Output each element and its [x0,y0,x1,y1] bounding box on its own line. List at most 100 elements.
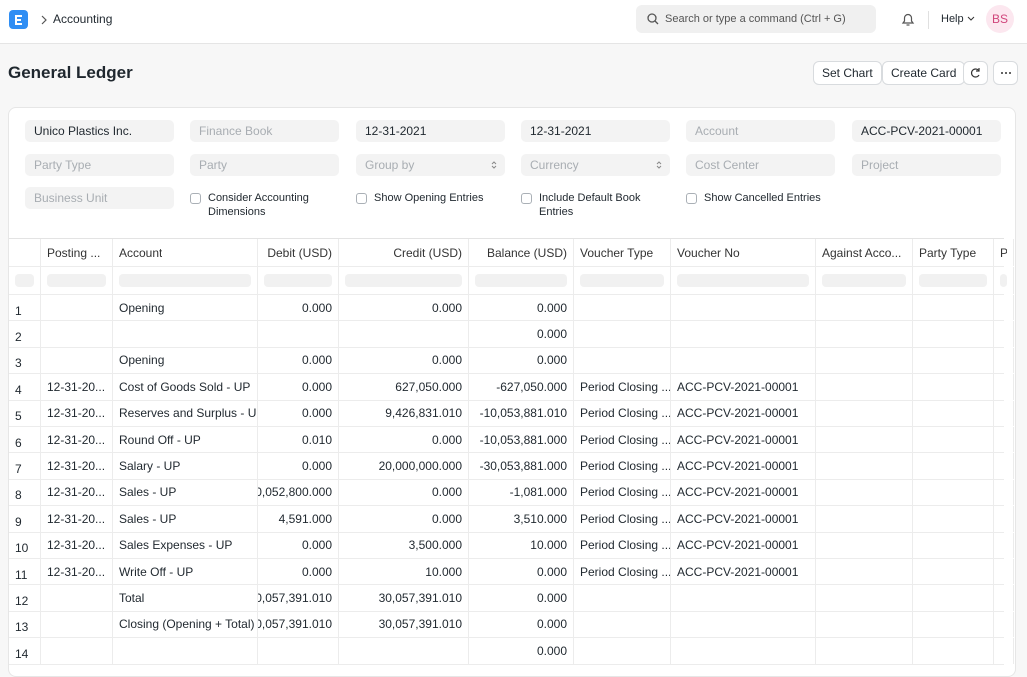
column-header: Party Type [913,239,994,266]
filter-row [9,267,1014,295]
table-cell [913,479,994,506]
table-cell: 0.000 [258,295,339,321]
table-cell: -1,081.000 [469,479,574,506]
filter-input[interactable] [580,274,664,287]
table-cell: 12-31-20... [41,453,113,479]
filter-field[interactable]: ACC-PCV-2021-00001 [852,120,1001,142]
row-index: 6 [9,427,41,453]
table-cell: 0.000 [339,479,469,506]
search-bar[interactable]: Search or type a command (Ctrl + G) [636,5,876,33]
app-logo[interactable] [9,10,28,29]
column-header: Debit (USD) [258,239,339,266]
table-cell [41,585,113,611]
table-cell [994,295,1014,321]
table-row: 2 0.000 [9,321,1014,348]
set-chart-button[interactable]: Set Chart [813,61,882,85]
filter-input[interactable] [822,274,906,287]
table-cell [671,638,816,664]
row-index: 9 [9,506,41,532]
row-index: 7 [9,453,41,479]
table-cell [994,427,1014,453]
table-cell [339,321,469,347]
table-cell: Round Off - UP [113,427,258,453]
notification-bell[interactable] [901,12,915,27]
table-cell: 0.000 [469,347,574,374]
table-cell: -627,050.000 [469,374,574,400]
table-cell [258,638,339,664]
filter-input[interactable] [119,274,251,287]
column-title: Balance (USD) [486,245,567,260]
filter-input[interactable] [264,274,332,287]
table-cell [816,559,913,585]
table-cell: 0.010 [258,427,339,453]
filter-input[interactable] [919,274,987,287]
filter-field[interactable]: Finance Book [190,120,339,142]
table-cell: Opening [113,295,258,321]
checkbox[interactable]: Show Opening Entries [356,191,506,205]
table-cell: 12-31-20... [41,559,113,585]
filter-placeholder: Finance Book [199,124,273,138]
table-cell: 0.000 [258,559,339,585]
filter-field[interactable]: 12-31-2021 [356,120,505,142]
table-cell: 0.000 [339,295,469,321]
table-cell: ACC-PCV-2021-00001 [671,453,816,479]
refresh-button[interactable] [963,61,988,85]
table-cell: Period Closing ... [574,532,671,558]
filter-input[interactable] [15,274,34,287]
table-cell: 0.000 [469,559,574,585]
checkbox-box[interactable] [521,193,532,204]
table-cell [994,532,1014,558]
checkbox[interactable]: Consider Accounting Dimensions [190,191,340,219]
filter-input[interactable] [1000,274,1007,287]
filter-input[interactable] [47,274,106,287]
table-cell [913,532,994,558]
table-cell: 0.000 [339,427,469,453]
checkbox-label: Show Opening Entries [374,192,484,204]
column-header: Posting ... [41,239,113,266]
filter-input[interactable] [475,274,567,287]
avatar[interactable]: BS [986,5,1014,33]
filter-field[interactable]: Unico Plastics Inc. [25,120,174,142]
table-cell [913,453,994,479]
table-cell [339,638,469,664]
row-index: 8 [9,479,41,506]
table-cell: Cost of Goods Sold - UP [113,374,258,400]
filter-input[interactable] [677,274,809,287]
table-cell: ACC-PCV-2021-00001 [671,559,816,585]
checkbox-box[interactable] [356,193,367,204]
filter-field[interactable]: Party Type [25,154,174,176]
table-cell [574,295,671,321]
table-cell: 12-31-20... [41,532,113,558]
filter-field[interactable]: Business Unit [25,187,174,209]
filter-input[interactable] [345,274,462,287]
table-cell [913,374,994,400]
table-cell: 30,057,391.010 [339,611,469,638]
checkbox[interactable]: Include Default Book Entries [521,191,671,219]
checkbox-box[interactable] [190,193,201,204]
column-header: Balance (USD) [469,239,574,266]
filter-field[interactable]: Group by [356,154,505,176]
filter-placeholder: Party [199,158,228,172]
filter-field[interactable]: Cost Center [686,154,835,176]
filter-field[interactable]: Account [686,120,835,142]
create-card-button[interactable]: Create Card [882,61,966,85]
checkbox[interactable]: Show Cancelled Entries [686,191,836,205]
table-cell: Period Closing ... [574,427,671,453]
filter-field[interactable]: 12-31-2021 [521,120,670,142]
more-button[interactable] [993,61,1018,85]
table-cell [574,347,671,374]
table-cell: 0.000 [258,532,339,558]
help-menu[interactable]: Help [941,13,975,25]
breadcrumb-separator [41,15,47,25]
table-cell: 3,500.000 [339,532,469,558]
checkbox-box[interactable] [686,193,697,204]
column-title: Credit (USD) [393,245,462,260]
table-cell: ACC-PCV-2021-00001 [671,427,816,453]
filter-field[interactable]: Currency [521,154,670,176]
filter-field[interactable]: Party [190,154,339,176]
filter-field[interactable]: Project [852,154,1001,176]
table-cell: 3,510.000 [469,506,574,532]
breadcrumb[interactable]: Accounting [53,12,113,26]
table-cell: 0.000 [469,585,574,611]
table-cell: 30,057,391.010 [258,585,339,611]
